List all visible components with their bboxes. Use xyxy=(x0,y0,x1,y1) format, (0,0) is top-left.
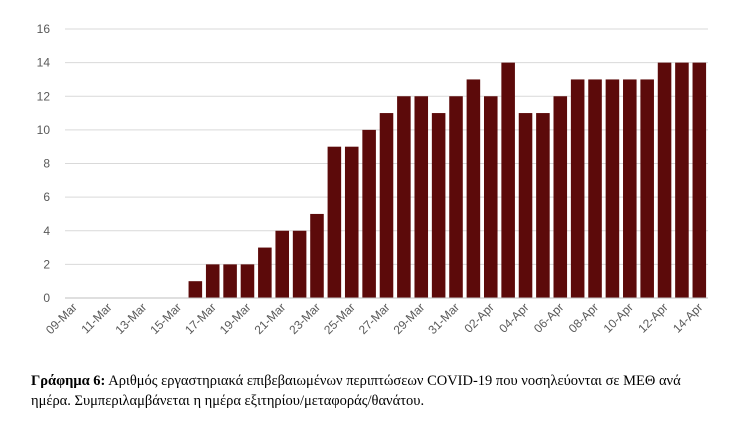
bar-01-Apr xyxy=(466,79,481,298)
bar-18-Mar xyxy=(223,264,237,298)
bar-19-Mar xyxy=(240,264,255,298)
bar-05-Apr xyxy=(536,113,550,298)
bar-09-Apr xyxy=(605,79,620,298)
x-tick-label: 09-Mar xyxy=(43,300,80,337)
x-tick-label: 29-Mar xyxy=(391,300,428,337)
bar-12-Apr xyxy=(657,62,672,298)
bar-30-Mar xyxy=(431,113,446,298)
y-axis-tick-labels: 0 2 4 6 8 10 12 14 16 xyxy=(37,22,51,305)
figure-caption: Γράφημα 6: Αριθμός εργαστηριακά επιβεβαι… xyxy=(31,371,721,411)
y-tick-label: 8 xyxy=(43,157,50,171)
bar-03-Apr xyxy=(501,62,515,298)
bar-chart: 0 2 4 6 8 10 12 14 16 09-Mar11-Mar13-Mar15-Mar17… xyxy=(37,22,708,337)
x-tick-label: 27-Mar xyxy=(356,300,393,337)
bar-16-Mar xyxy=(188,281,203,298)
x-axis-tick-labels: 09-Mar11-Mar13-Mar15-Mar17-Mar19-Mar21-M… xyxy=(43,300,705,337)
bar-31-Mar xyxy=(449,96,463,298)
bar-11-Apr xyxy=(640,79,654,298)
caption-label: Γράφημα 6: xyxy=(31,373,106,389)
y-tick-label: 6 xyxy=(43,190,50,204)
y-tick-label: 12 xyxy=(37,89,51,103)
y-tick-label: 2 xyxy=(43,257,50,271)
y-tick-label: 16 xyxy=(37,22,51,36)
bar-25-Mar xyxy=(344,146,359,298)
bar-series xyxy=(188,62,707,298)
x-tick-label: 21-Mar xyxy=(252,300,289,337)
caption-text: Αριθμός εργαστηριακά επιβεβαιωμένων περι… xyxy=(31,373,681,409)
x-tick-label: 15-Mar xyxy=(147,300,184,337)
y-tick-label: 14 xyxy=(37,56,51,70)
bar-29-Mar xyxy=(414,96,429,298)
bar-28-Mar xyxy=(397,96,411,298)
x-tick-label: 17-Mar xyxy=(182,300,219,337)
x-tick-label: 10-Apr xyxy=(601,300,636,335)
x-tick-label: 04-Apr xyxy=(496,300,531,335)
x-tick-label: 11-Mar xyxy=(78,300,114,336)
bar-24-Mar xyxy=(327,146,342,298)
bar-23-Mar xyxy=(310,213,324,298)
y-tick-label: 4 xyxy=(43,224,50,238)
bar-27-Mar xyxy=(379,113,394,298)
x-tick-label: 06-Apr xyxy=(531,300,566,335)
bar-06-Apr xyxy=(553,96,568,298)
bar-22-Mar xyxy=(292,230,307,298)
bar-13-Apr xyxy=(675,62,689,298)
x-tick-label: 25-Mar xyxy=(321,300,358,337)
bar-07-Apr xyxy=(570,79,585,298)
x-tick-label: 12-Apr xyxy=(635,300,670,335)
bar-02-Apr xyxy=(483,96,498,298)
bar-04-Apr xyxy=(518,113,533,298)
x-tick-label: 13-Mar xyxy=(113,300,150,337)
x-tick-label: 19-Mar xyxy=(217,300,254,337)
x-tick-label: 08-Apr xyxy=(566,300,601,335)
y-tick-label: 0 xyxy=(43,291,50,305)
x-tick-label: 02-Apr xyxy=(462,300,497,335)
bar-17-Mar xyxy=(205,264,220,298)
x-tick-label: 31-Mar xyxy=(425,300,462,337)
bar-08-Apr xyxy=(588,79,602,298)
bar-26-Mar xyxy=(362,129,376,298)
x-tick-label: 23-Mar xyxy=(286,300,323,337)
bar-14-Apr xyxy=(692,62,707,298)
y-tick-label: 10 xyxy=(37,123,51,137)
bar-10-Apr xyxy=(623,79,637,298)
bar-21-Mar xyxy=(275,230,290,298)
x-tick-label: 14-Apr xyxy=(670,300,705,335)
bar-20-Mar xyxy=(258,247,272,298)
